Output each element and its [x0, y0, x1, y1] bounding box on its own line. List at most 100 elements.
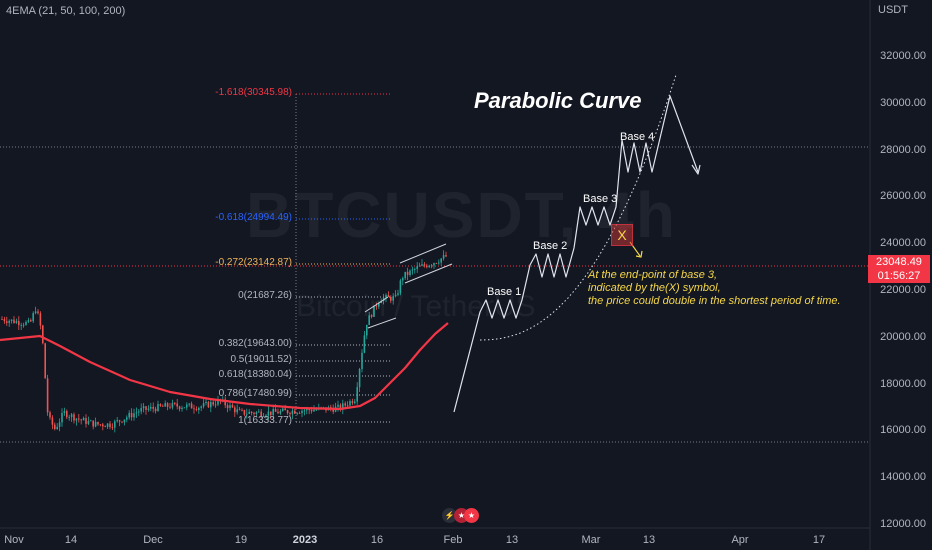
- fib-level-label[interactable]: -0.272(23142.87): [215, 257, 292, 268]
- time-tick: 17: [812, 534, 826, 546]
- candle-body: [104, 426, 106, 428]
- candle-body: [193, 408, 195, 410]
- candle-body: [212, 402, 214, 405]
- candle-body: [315, 409, 318, 411]
- candle-body: [61, 413, 63, 423]
- channel-lower: [404, 263, 453, 284]
- indicator-legend[interactable]: 4EMA (21, 50, 100, 200): [6, 5, 126, 17]
- candle-body: [274, 409, 277, 412]
- fib-level-label[interactable]: -1.618(30345.98): [215, 87, 292, 98]
- base-4-label[interactable]: Base 4: [620, 131, 655, 143]
- candle-body: [313, 409, 315, 412]
- candle-body: [6, 321, 8, 323]
- candle-body: [169, 406, 171, 408]
- fib-level-label[interactable]: -0.618(24994.49): [215, 212, 292, 223]
- base-3-label[interactable]: Base 3: [583, 193, 618, 205]
- candle-body: [399, 280, 402, 294]
- candle-body: [246, 413, 248, 415]
- candle-body: [382, 297, 385, 301]
- candle-body: [248, 411, 250, 414]
- candle-body: [366, 324, 368, 336]
- candle-body: [234, 407, 236, 413]
- price-tick: 32000.00: [880, 50, 926, 62]
- candle-body: [337, 404, 339, 407]
- candle-body: [118, 420, 121, 422]
- fib-level-label[interactable]: 0.5(19011.52): [230, 354, 292, 365]
- price-tick: 24000.00: [880, 237, 926, 250]
- candle-body: [111, 427, 114, 428]
- candle-body: [178, 406, 181, 409]
- candle-body: [133, 413, 135, 418]
- candle-body: [42, 325, 44, 344]
- candle-body: [22, 324, 25, 326]
- candle-body: [166, 403, 169, 407]
- dividends-us-flag-icon[interactable]: ★: [464, 508, 479, 523]
- candle-body: [10, 319, 13, 321]
- candle-body: [99, 424, 102, 426]
- candle-body: [270, 411, 272, 415]
- candle-body: [368, 315, 370, 325]
- candle-body: [438, 262, 440, 264]
- candle-body: [195, 409, 198, 410]
- channel-upper: [399, 243, 447, 264]
- candle-body: [258, 411, 260, 413]
- candle-body: [87, 421, 90, 424]
- candle-body: [426, 265, 428, 268]
- candle-body: [375, 305, 378, 307]
- fib-level-label[interactable]: 0(21687.26): [238, 290, 292, 301]
- time-tick: 14: [64, 534, 78, 546]
- candle-body: [154, 408, 157, 412]
- candle-body: [402, 278, 404, 281]
- candle-body: [142, 406, 145, 409]
- candle-body: [373, 305, 375, 317]
- candle-body: [423, 264, 426, 266]
- fib-level-label[interactable]: 1(16333.77): [238, 415, 292, 426]
- time-tick: 2023: [292, 534, 318, 546]
- candle-body: [202, 403, 205, 407]
- candle-body: [411, 269, 414, 271]
- x-marker[interactable]: X: [611, 224, 633, 246]
- candle-body: [306, 408, 308, 411]
- candle-body: [34, 311, 37, 314]
- candle-body: [346, 405, 349, 407]
- candle-body: [171, 402, 174, 408]
- flash-icon[interactable]: ⚡: [442, 508, 457, 523]
- candle-body: [238, 409, 241, 411]
- candle-body: [205, 401, 207, 403]
- candle-body: [344, 403, 346, 406]
- price-tick: 16000.00: [880, 424, 926, 437]
- annotation-note[interactable]: At the end-point of base 3, indicated by…: [588, 269, 841, 308]
- note-arrowhead: [635, 250, 643, 258]
- candle-body: [210, 402, 212, 408]
- candle-body: [378, 302, 380, 307]
- candle-body: [188, 403, 190, 405]
- base-2-label[interactable]: Base 2: [533, 240, 568, 252]
- base-1-label[interactable]: Base 1: [487, 286, 522, 298]
- annotation-title[interactable]: Parabolic Curve: [474, 88, 642, 113]
- candle-body: [20, 325, 22, 326]
- candle-body: [286, 410, 289, 414]
- candle-body: [250, 411, 253, 413]
- candle-body: [385, 294, 387, 298]
- candle-body: [421, 264, 423, 266]
- fib-level-label[interactable]: 0.786(17480.99): [218, 388, 292, 399]
- candle-body: [358, 369, 361, 388]
- candle-body: [150, 406, 152, 409]
- projection-path: [453, 95, 699, 413]
- time-tick: Apr: [731, 534, 749, 546]
- candle-body: [114, 421, 116, 428]
- candle-body: [387, 294, 390, 297]
- price-tick: 18000.00: [880, 377, 926, 390]
- candle-body: [255, 412, 258, 414]
- candle-body: [121, 421, 123, 423]
- candle-body: [152, 406, 154, 409]
- candle-body: [140, 408, 142, 412]
- candle-body: [123, 419, 126, 423]
- candle-body: [159, 404, 162, 406]
- fib-level-label[interactable]: 0.382(19643.00): [218, 338, 292, 349]
- candle-body: [27, 320, 30, 322]
- candle-body: [291, 410, 294, 415]
- fib-level-label[interactable]: 0.618(18380.04): [218, 369, 292, 380]
